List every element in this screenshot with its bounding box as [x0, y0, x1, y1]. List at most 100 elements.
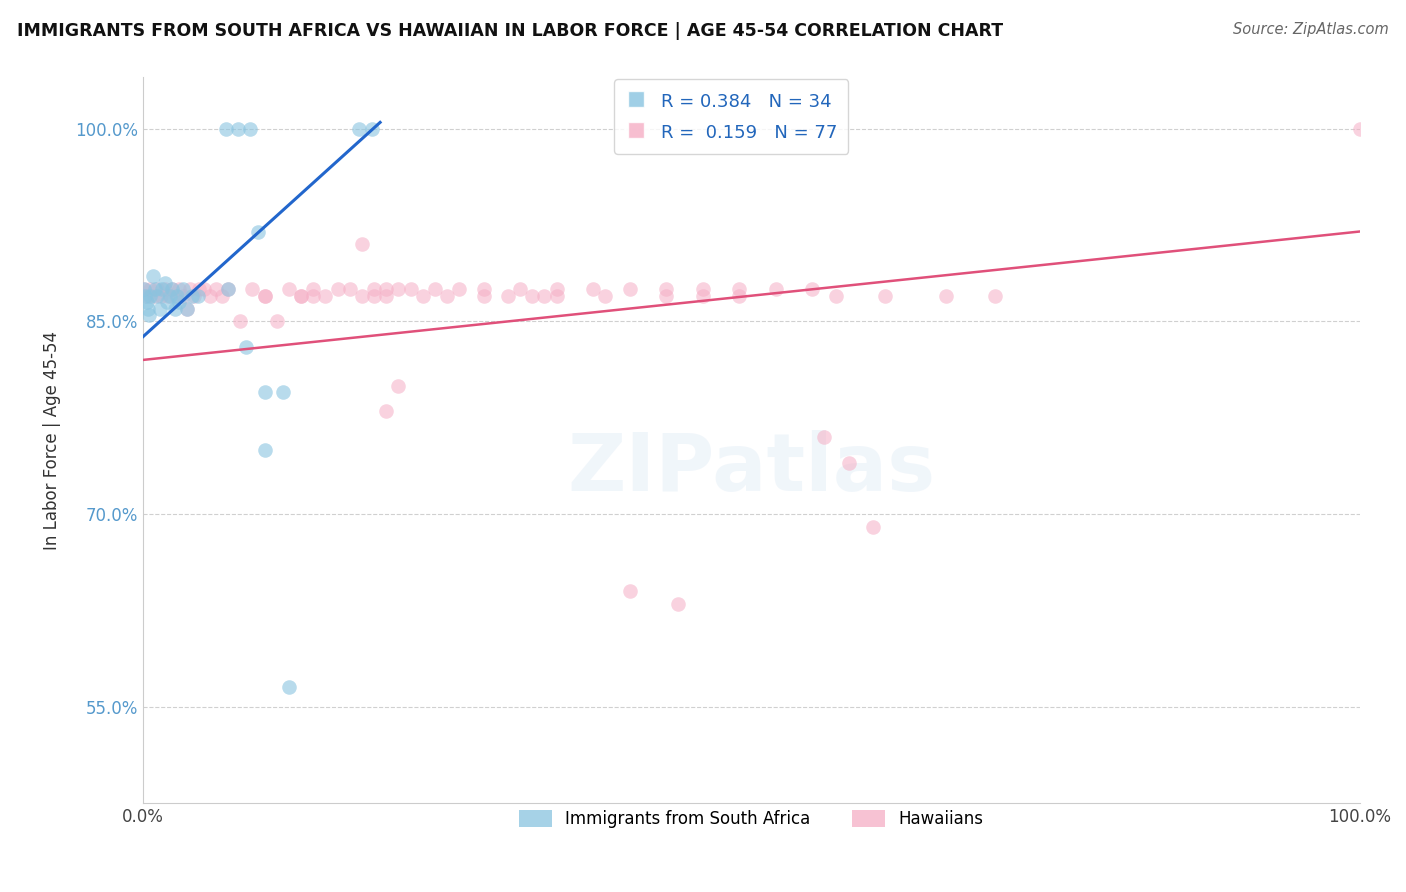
Point	[253, 289, 276, 303]
Point	[205, 282, 228, 296]
Point	[801, 282, 824, 296]
Point	[412, 289, 434, 303]
Point	[153, 276, 176, 290]
Point	[666, 597, 689, 611]
Point	[176, 301, 198, 316]
Point	[363, 289, 385, 303]
Point	[509, 282, 531, 296]
Point	[655, 289, 678, 303]
Point	[350, 237, 373, 252]
Point	[226, 121, 249, 136]
Point	[165, 289, 187, 303]
Point	[239, 121, 262, 136]
Point	[593, 289, 616, 303]
Point	[235, 340, 257, 354]
Point	[146, 282, 169, 296]
Point	[143, 282, 166, 296]
Point	[522, 289, 544, 303]
Text: Source: ZipAtlas.com: Source: ZipAtlas.com	[1233, 22, 1389, 37]
Point	[160, 282, 183, 296]
Point	[983, 289, 1005, 303]
Point	[179, 282, 201, 296]
Point	[387, 378, 409, 392]
Point	[253, 289, 276, 303]
Text: ZIPatlas: ZIPatlas	[567, 430, 935, 508]
Point	[349, 121, 371, 136]
Point	[692, 289, 714, 303]
Y-axis label: In Labor Force | Age 45-54: In Labor Force | Age 45-54	[44, 331, 60, 549]
Point	[166, 289, 188, 303]
Point	[183, 289, 205, 303]
Point	[149, 301, 172, 316]
Point	[169, 282, 191, 296]
Point	[266, 314, 288, 328]
Point	[180, 289, 202, 303]
Point	[375, 282, 398, 296]
Point	[837, 456, 859, 470]
Point	[157, 289, 180, 303]
Point	[132, 282, 155, 296]
Point	[582, 282, 605, 296]
Point	[214, 121, 236, 136]
Point	[619, 584, 641, 599]
Point	[339, 282, 361, 296]
Point	[271, 385, 294, 400]
Point	[436, 289, 458, 303]
Point	[240, 282, 263, 296]
Point	[150, 282, 173, 296]
Point	[198, 289, 221, 303]
Point	[150, 289, 173, 303]
Point	[229, 314, 252, 328]
Point	[302, 282, 325, 296]
Point	[496, 289, 519, 303]
Point	[399, 282, 422, 296]
Point	[1348, 121, 1371, 136]
Point	[193, 282, 215, 296]
Point	[533, 289, 555, 303]
Point	[825, 289, 848, 303]
Point	[277, 681, 299, 695]
Point	[862, 520, 884, 534]
Point	[363, 282, 385, 296]
Point	[314, 289, 336, 303]
Point	[156, 295, 179, 310]
Point	[472, 289, 495, 303]
Point	[692, 282, 714, 296]
Point	[375, 289, 398, 303]
Point	[211, 289, 233, 303]
Point	[163, 301, 186, 316]
Point	[253, 442, 276, 457]
Point	[253, 385, 276, 400]
Point	[546, 282, 568, 296]
Point	[134, 289, 156, 303]
Point	[217, 282, 239, 296]
Point	[655, 282, 678, 296]
Point	[302, 289, 325, 303]
Point	[142, 269, 165, 284]
Point	[139, 282, 162, 296]
Point	[172, 282, 194, 296]
Point	[159, 289, 181, 303]
Text: IMMIGRANTS FROM SOUTH AFRICA VS HAWAIIAN IN LABOR FORCE | AGE 45-54 CORRELATION : IMMIGRANTS FROM SOUTH AFRICA VS HAWAIIAN…	[17, 22, 1002, 40]
Point	[472, 282, 495, 296]
Point	[135, 289, 157, 303]
Point	[290, 289, 312, 303]
Point	[360, 121, 382, 136]
Point	[136, 301, 159, 316]
Point	[326, 282, 349, 296]
Point	[935, 289, 957, 303]
Point	[765, 282, 787, 296]
Point	[728, 289, 751, 303]
Point	[277, 282, 299, 296]
Point	[247, 225, 270, 239]
Point	[153, 282, 176, 296]
Point	[160, 282, 183, 296]
Point	[290, 289, 312, 303]
Point	[387, 282, 409, 296]
Point	[176, 301, 198, 316]
Point	[350, 289, 373, 303]
Point	[135, 295, 157, 310]
Point	[619, 282, 641, 296]
Point	[169, 295, 191, 310]
Point	[132, 282, 155, 296]
